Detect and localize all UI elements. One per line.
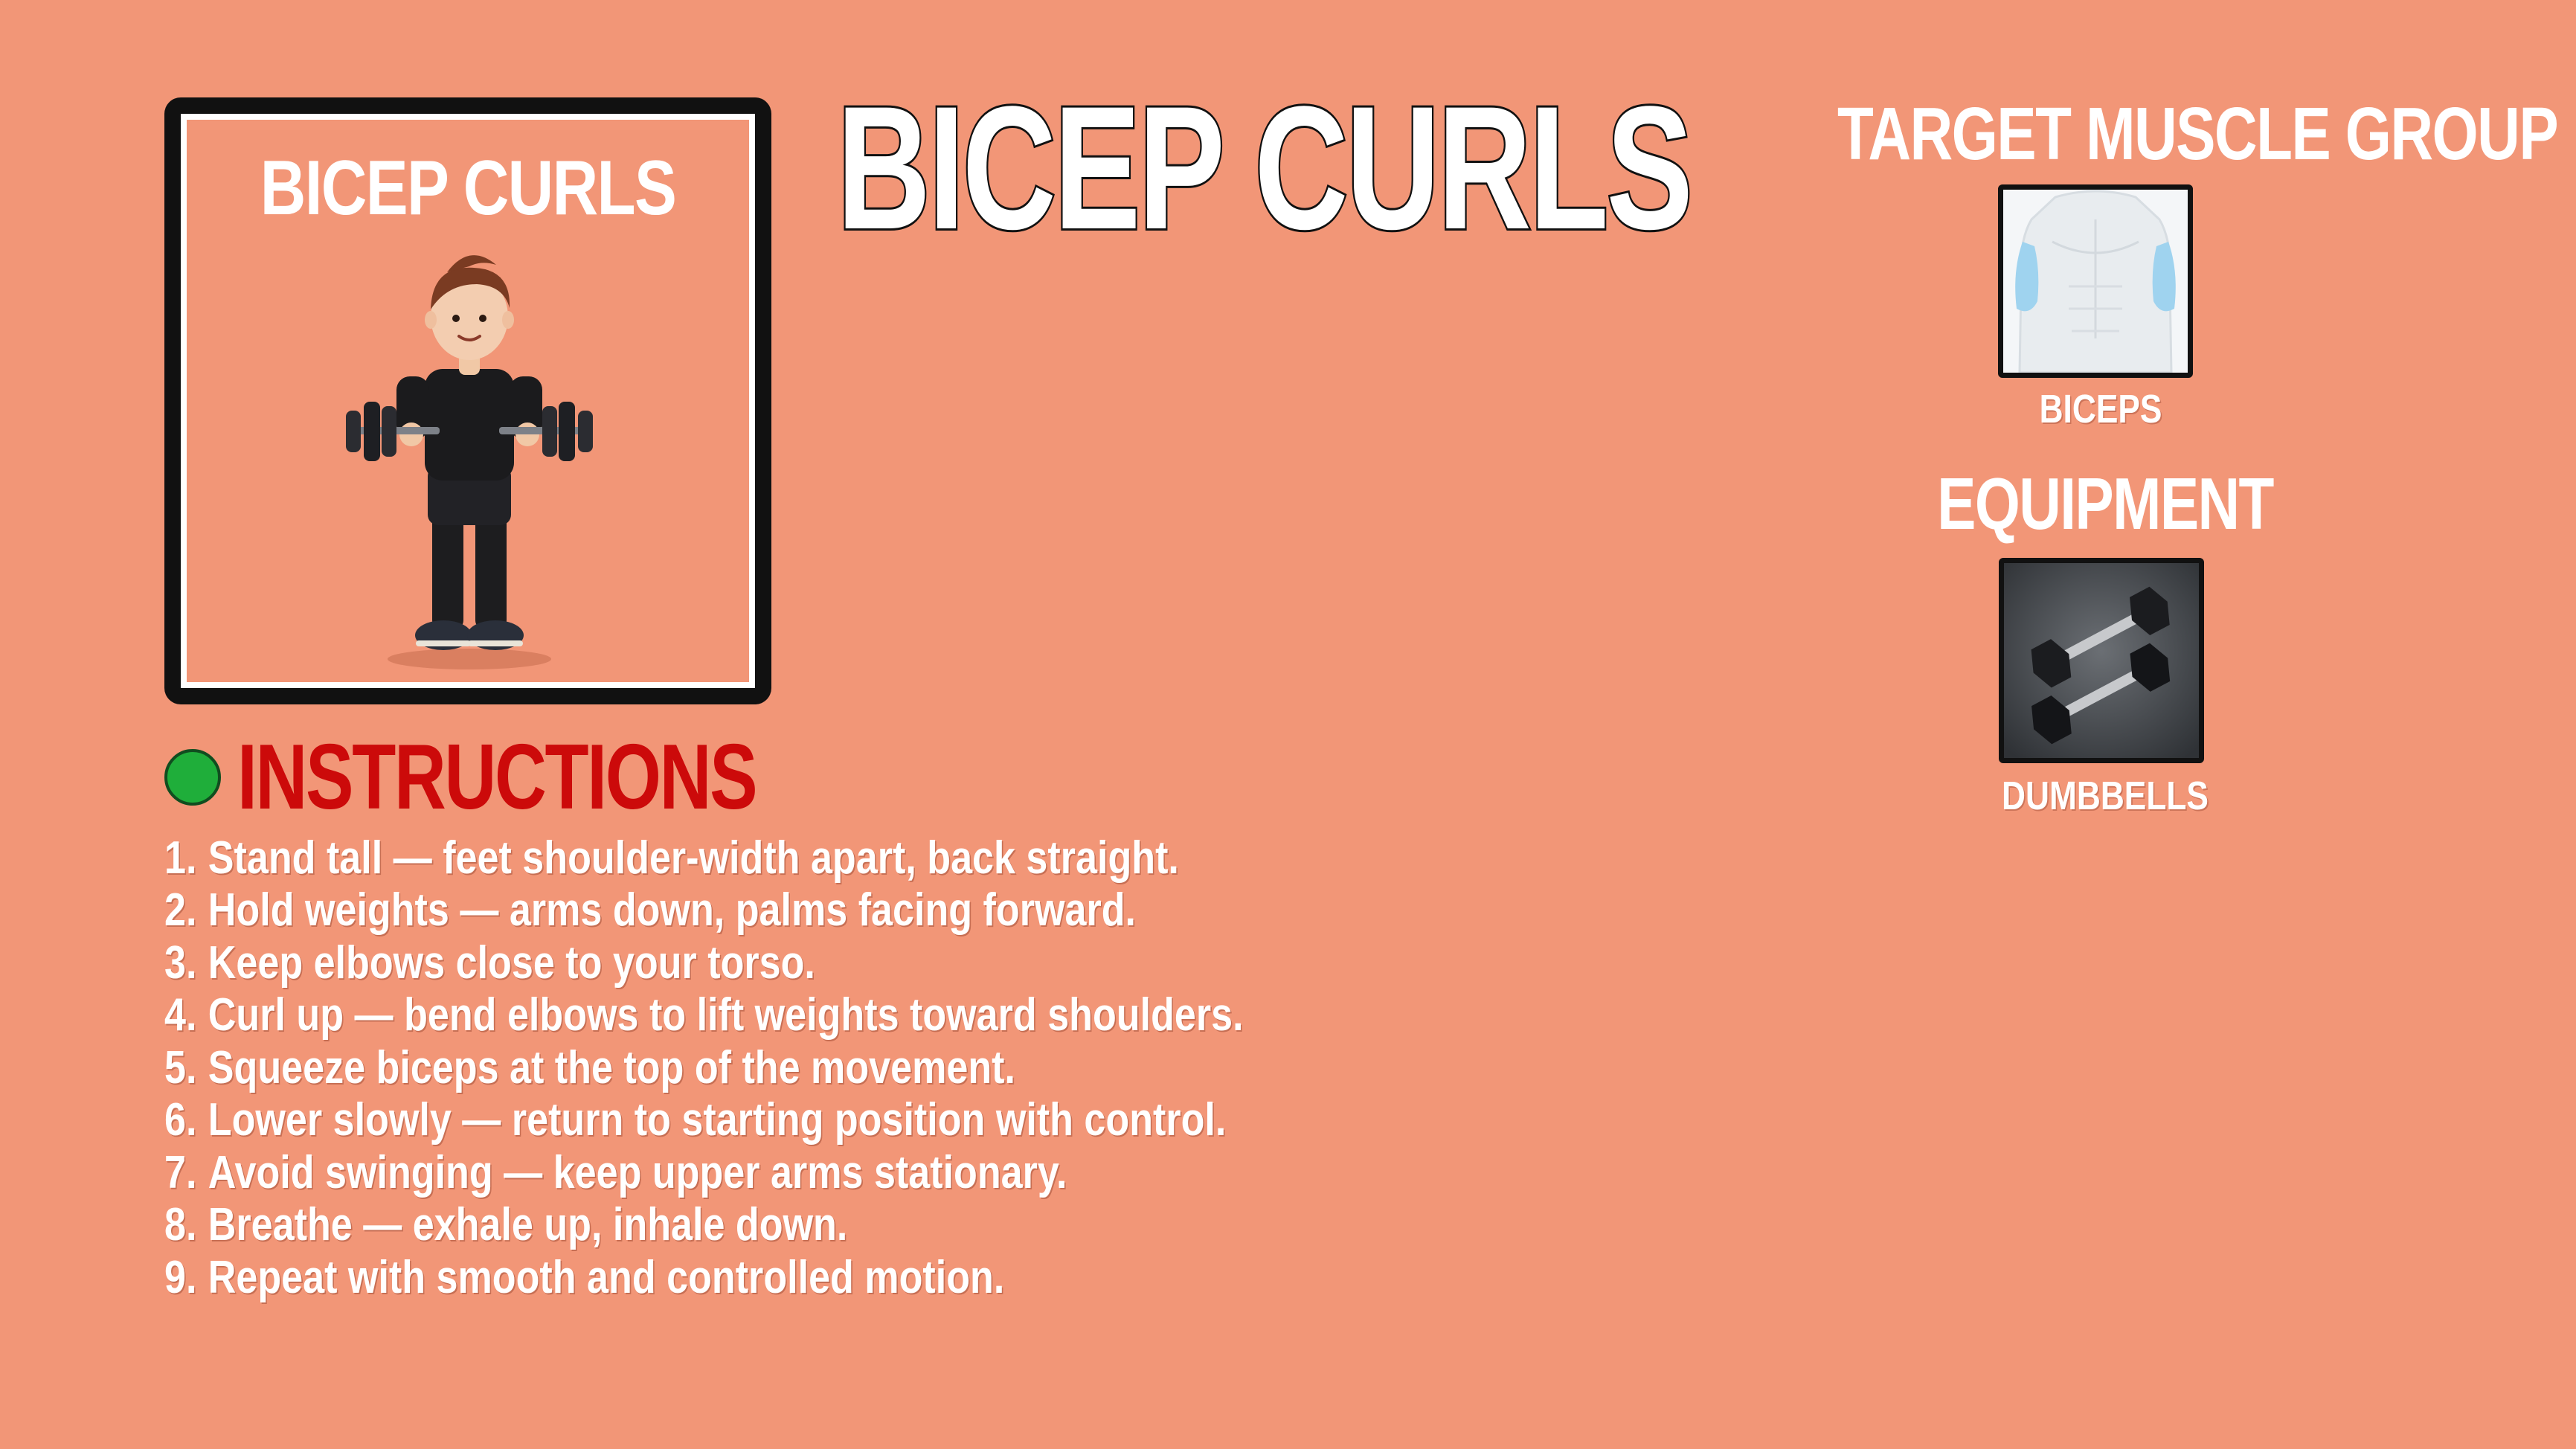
instruction-step: 5. Squeeze biceps at the top of the move… (164, 1041, 1244, 1094)
step-number: 3. (164, 936, 197, 989)
instruction-steps: 1. Stand tall — feet shoulder-width apar… (164, 832, 1449, 1304)
step-number: 2. (164, 884, 197, 936)
muscle-body-icon (2003, 190, 2188, 373)
exercise-thumbnail: BICEP CURLS (164, 97, 771, 704)
step-text: Avoid swinging — keep upper arms station… (208, 1146, 1067, 1198)
instructions-title: INSTRUCTIONS (237, 726, 758, 829)
step-number: 5. (164, 1041, 197, 1093)
page-title: BICEP CURLS (835, 70, 1695, 266)
step-text: Lower slowly — return to starting positi… (208, 1094, 1227, 1146)
step-number: 4. (164, 989, 197, 1041)
instruction-step: 8. Breathe — exhale up, inhale down. (164, 1199, 1244, 1252)
step-number: 6. (164, 1094, 197, 1146)
step-text: Repeat with smooth and controlled motion… (208, 1251, 1005, 1303)
step-text: Squeeze biceps at the top of the movemen… (208, 1041, 1015, 1093)
muscle-label: BICEPS (2039, 387, 2162, 431)
target-muscle-heading: TARGET MUSCLE GROUP (1837, 92, 2559, 176)
equipment-label: DUMBBELLS (2002, 774, 2209, 818)
muscle-diagram-image (1998, 184, 2193, 378)
instruction-step: 1. Stand tall — feet shoulder-width apar… (164, 832, 1244, 884)
dumbbells-icon (2004, 563, 2199, 758)
thumbnail-inner: BICEP CURLS (181, 114, 755, 688)
instructions-header: INSTRUCTIONS (164, 729, 902, 826)
exercise-figure-illustration (346, 255, 593, 669)
equipment-heading: EQUIPMENT (1937, 463, 2274, 544)
info-column: TARGET MUSCLE GROUP BICEPS EQUIPMENT (1770, 88, 2559, 832)
instruction-step: 6. Lower slowly — return to starting pos… (164, 1094, 1244, 1147)
green-dot-icon (164, 749, 221, 806)
instruction-step: 7. Avoid swinging — keep upper arms stat… (164, 1146, 1244, 1199)
step-number: 7. (164, 1146, 197, 1198)
instruction-step: 4. Curl up — bend elbows to lift weights… (164, 989, 1244, 1042)
step-text: Breathe — exhale up, inhale down. (208, 1199, 848, 1251)
instruction-step: 2. Hold weights — arms down, palms facin… (164, 884, 1244, 937)
dumbbell-image (1999, 558, 2204, 763)
step-text: Keep elbows close to your torso. (208, 936, 815, 989)
thumbnail-title: BICEP CURLS (260, 145, 677, 231)
step-text: Hold weights — arms down, palms facing f… (208, 884, 1137, 936)
step-number: 1. (164, 832, 197, 884)
step-text: Stand tall — feet shoulder-width apart, … (208, 832, 1179, 884)
step-number: 8. (164, 1199, 197, 1251)
instruction-step: 3. Keep elbows close to your torso. (164, 936, 1244, 989)
step-number: 9. (164, 1251, 197, 1303)
step-text: Curl up — bend elbows to lift weights to… (208, 989, 1244, 1041)
instruction-step: 9. Repeat with smooth and controlled mot… (164, 1251, 1244, 1304)
